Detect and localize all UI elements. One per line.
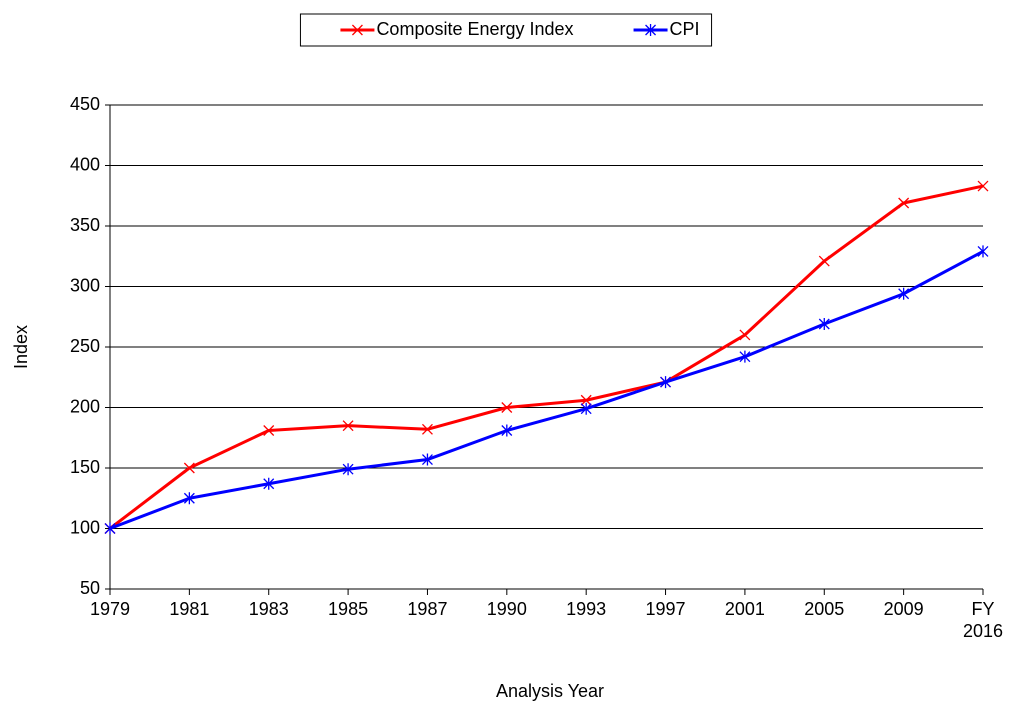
marker — [580, 394, 592, 406]
y-tick-label: 50 — [80, 578, 100, 598]
x-tick-label: 1979 — [89, 599, 131, 619]
marker — [898, 287, 910, 300]
y-tick-label: 150 — [70, 457, 100, 477]
legend-marker — [645, 24, 657, 36]
x-tick-label: 1990 — [486, 599, 527, 619]
marker — [660, 376, 672, 389]
y-tick-label: 300 — [70, 275, 100, 295]
legend: Composite Energy Index CPI — [299, 13, 713, 47]
x-tick-label: 1985 — [328, 599, 369, 619]
x-axis-title: Analysis Year — [496, 681, 604, 701]
marker — [898, 197, 910, 209]
x-tick-label: 2001 — [724, 599, 765, 619]
legend-label: CPI — [670, 19, 700, 39]
marker — [421, 423, 433, 435]
x-tick-label: 1987 — [407, 599, 448, 619]
x-tick-label: FY 2016 — [962, 599, 1004, 641]
y-tick-label: 400 — [70, 154, 100, 174]
marker — [818, 255, 830, 267]
marker — [977, 180, 989, 192]
marker — [501, 402, 513, 413]
x-tick-label: 1983 — [248, 599, 289, 619]
marker — [263, 425, 275, 436]
y-axis-title: Index — [11, 325, 31, 369]
marker — [183, 492, 195, 505]
marker — [818, 318, 830, 331]
marker — [342, 420, 354, 432]
y-tick-label: 100 — [70, 517, 100, 537]
y-tick-label: 350 — [70, 215, 100, 235]
y-tick-label: 200 — [70, 396, 100, 416]
legend-marker — [351, 24, 363, 36]
x-tick-label: 1993 — [566, 599, 607, 619]
marker — [501, 424, 513, 437]
marker — [342, 463, 354, 476]
x-tick-label: 2009 — [883, 599, 924, 619]
series-line — [109, 250, 984, 530]
x-tick-label: 2005 — [804, 599, 845, 619]
marker — [104, 522, 116, 535]
marker — [183, 462, 195, 474]
x-tick-label: 1981 — [169, 599, 210, 619]
y-tick-label: 250 — [70, 336, 100, 356]
marker — [421, 453, 433, 466]
series-line — [109, 184, 984, 530]
legend-label: Composite Energy Index — [376, 19, 573, 39]
x-tick-label: 1997 — [645, 599, 686, 619]
y-tick-label: 450 — [70, 94, 100, 114]
marker — [263, 477, 275, 490]
marker — [977, 245, 989, 258]
marker — [739, 350, 751, 363]
marker — [739, 329, 751, 341]
marker — [580, 402, 592, 415]
